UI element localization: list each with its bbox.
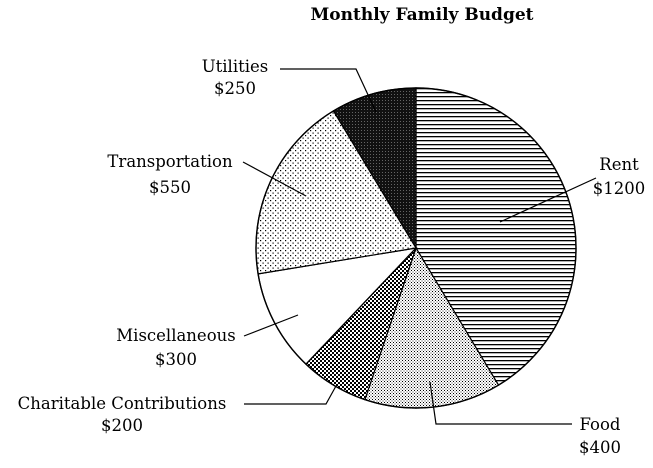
slice-label-utilities: Utilities	[202, 57, 269, 76]
leader-lines	[242, 68, 597, 425]
leader-line-food	[429, 381, 572, 425]
slice-label-food: Food	[580, 415, 621, 434]
chart-title: Monthly Family Budget	[310, 5, 533, 25]
pie-outline	[255, 87, 577, 409]
slice-label-rent: Rent	[599, 155, 639, 174]
leader-line-charitable	[244, 385, 337, 405]
slice-labels: Rent $1200 Food $400 Charitable Contribution…	[18, 57, 646, 457]
slice-label-charitable: Charitable Contributions	[18, 394, 227, 413]
slice-value-charitable: $200	[101, 416, 143, 435]
slice-label-miscellaneous: Miscellaneous	[116, 326, 235, 345]
slice-value-utilities: $250	[214, 79, 256, 98]
slice-value-transportation: $550	[149, 178, 191, 197]
leader-line-miscellaneous	[243, 314, 299, 337]
slice-value-miscellaneous: $300	[155, 350, 197, 369]
slice-label-transportation: Transportation	[107, 152, 233, 171]
slice-value-rent: $1200	[593, 179, 646, 198]
slice-value-food: $400	[579, 438, 621, 457]
leader-line-utilities	[280, 68, 377, 113]
pie-slices	[255, 87, 577, 409]
leader-line-rent	[499, 177, 597, 223]
leader-line-transportation	[242, 161, 307, 197]
